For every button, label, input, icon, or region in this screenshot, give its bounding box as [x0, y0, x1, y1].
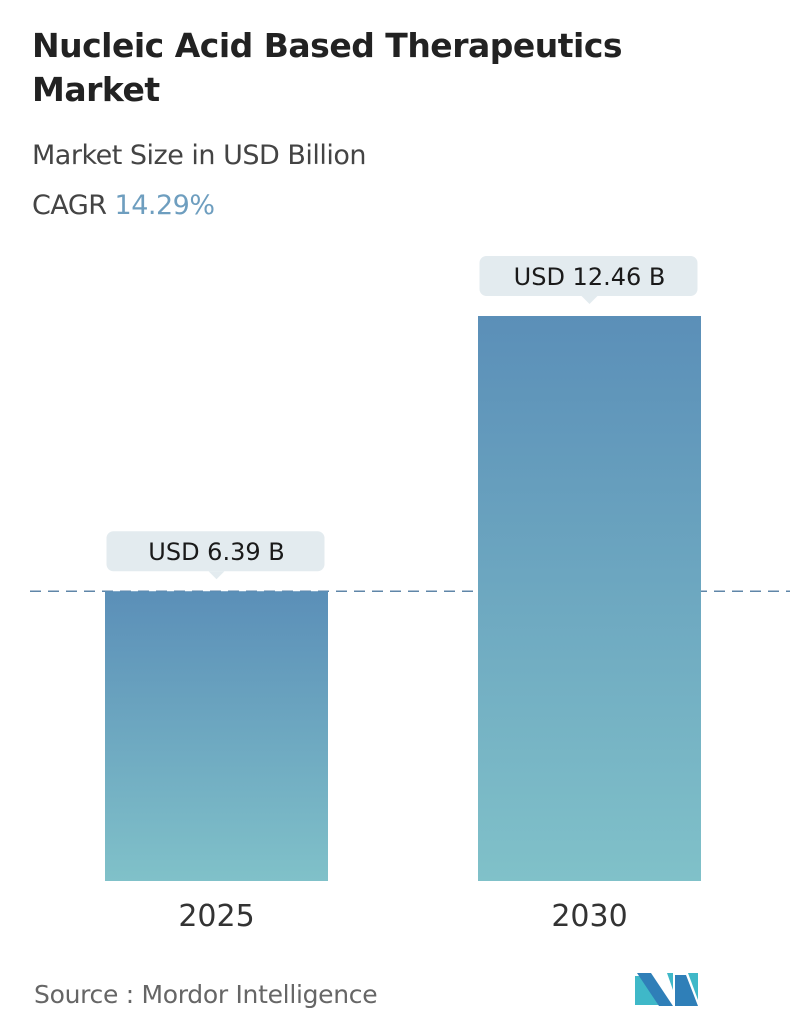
chart-title: Nucleic Acid Based Therapeutics Market — [32, 26, 623, 109]
data-label-pointer — [581, 296, 598, 304]
bar-2025 — [105, 591, 328, 881]
bar-2030 — [478, 316, 701, 881]
data-label-pointer — [208, 571, 225, 580]
data-label-box — [106, 531, 325, 572]
data-label: USD 6.39 B — [148, 538, 284, 566]
data-label-box — [479, 256, 698, 296]
cagr: CAGR 14.29% — [32, 190, 215, 221]
x-tick-label: 2030 — [551, 899, 627, 934]
cagr-value: 14.29% — [114, 190, 215, 221]
x-tick-label: 2025 — [178, 899, 254, 934]
chart-subtitle: Market Size in USD Billion — [32, 140, 367, 171]
data-label: USD 12.46 B — [514, 263, 666, 291]
source-text: Source : Mordor Intelligence — [34, 980, 378, 1009]
cagr-label: CAGR — [32, 190, 107, 221]
